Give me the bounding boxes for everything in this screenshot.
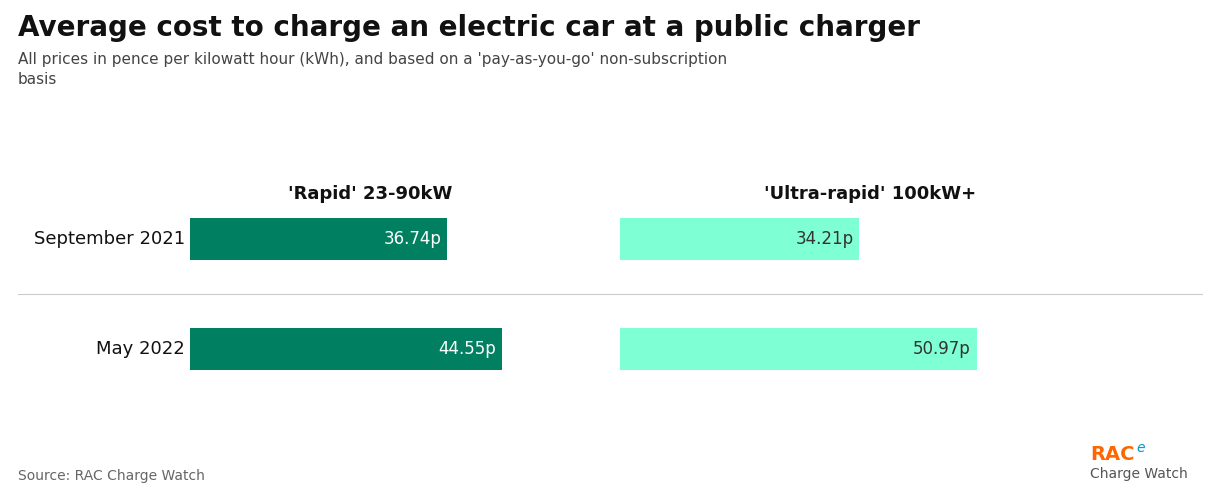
Text: RAC: RAC: [1089, 445, 1135, 464]
FancyBboxPatch shape: [620, 218, 859, 260]
Text: 34.21p: 34.21p: [795, 230, 854, 248]
Text: 36.74p: 36.74p: [383, 230, 442, 248]
Text: Average cost to charge an electric car at a public charger: Average cost to charge an electric car a…: [18, 14, 920, 42]
Text: 'Ultra-rapid' 100kW+: 'Ultra-rapid' 100kW+: [764, 185, 976, 203]
FancyBboxPatch shape: [190, 328, 501, 370]
Text: 50.97p: 50.97p: [913, 340, 971, 358]
Text: e: e: [1136, 441, 1144, 455]
Text: Charge Watch: Charge Watch: [1089, 467, 1188, 481]
Text: Source: RAC Charge Watch: Source: RAC Charge Watch: [18, 469, 205, 483]
FancyBboxPatch shape: [620, 328, 977, 370]
Text: All prices in pence per kilowatt hour (kWh), and based on a 'pay-as-you-go' non-: All prices in pence per kilowatt hour (k…: [18, 52, 727, 87]
Text: 44.55p: 44.55p: [438, 340, 495, 358]
FancyBboxPatch shape: [190, 218, 448, 260]
Text: May 2022: May 2022: [96, 340, 185, 358]
Text: 'Rapid' 23-90kW: 'Rapid' 23-90kW: [288, 185, 453, 203]
Text: September 2021: September 2021: [34, 230, 185, 248]
